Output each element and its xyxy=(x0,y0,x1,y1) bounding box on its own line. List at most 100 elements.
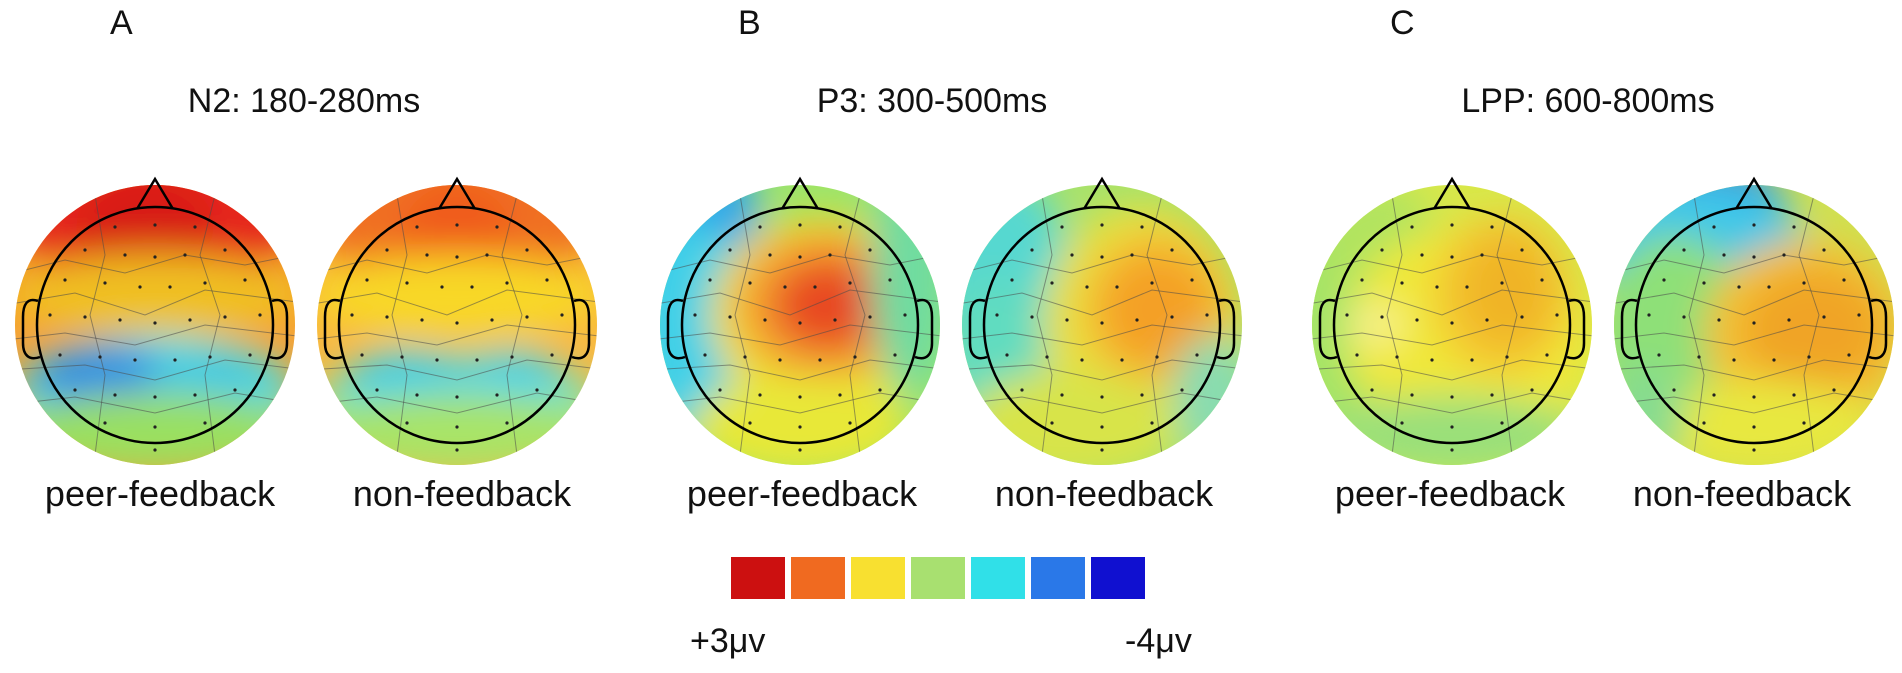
electrode-dot xyxy=(1807,355,1811,359)
electrode-dot xyxy=(1415,318,1419,322)
electrode-dot xyxy=(1060,393,1064,397)
colorbar-swatch xyxy=(851,557,905,599)
electrode-dot xyxy=(848,421,852,425)
topomap-c-non-feedback xyxy=(1614,176,1894,465)
electrode-dot xyxy=(728,315,732,319)
electrode-dot xyxy=(1752,448,1756,452)
electrode-dot xyxy=(360,353,364,357)
electrode-dot xyxy=(763,318,767,322)
electrode-dot xyxy=(1020,388,1024,392)
electrode-dot xyxy=(350,313,354,317)
electrode-dot xyxy=(83,248,87,252)
electrode-dot xyxy=(1450,448,1454,452)
electrode-dot xyxy=(758,225,762,229)
electrode-dot xyxy=(153,255,157,259)
electrode-dot xyxy=(1045,355,1049,359)
right-ear xyxy=(1868,298,1888,360)
electrode-dot xyxy=(153,395,157,399)
topomap-c-peer-feedback xyxy=(1312,176,1592,465)
contour-line xyxy=(317,359,597,381)
electrode-dot xyxy=(63,278,67,282)
electrode-dot xyxy=(103,421,107,425)
electrode-dot xyxy=(113,225,117,229)
electrode-dot xyxy=(193,225,197,229)
contour-line xyxy=(1312,324,1592,346)
colorbar-max-label: +3μv xyxy=(690,622,766,660)
left-ear xyxy=(666,298,686,360)
electrode-dot xyxy=(385,315,389,319)
nose xyxy=(1734,176,1774,210)
electrode-dot xyxy=(425,253,429,257)
field-blob xyxy=(773,260,883,350)
electrode-dot xyxy=(768,253,772,257)
electrode-dot xyxy=(73,388,77,392)
field-blob xyxy=(15,255,295,335)
contour-line xyxy=(734,194,751,456)
electrode-dot xyxy=(525,248,529,252)
contour-line xyxy=(962,324,1242,346)
electrode-dot xyxy=(1682,248,1686,252)
electrode-dot xyxy=(1847,353,1851,357)
field-blob xyxy=(1654,380,1874,465)
electrode-dot xyxy=(365,278,369,282)
electrode-dot xyxy=(1450,395,1454,399)
electrode-dot xyxy=(153,321,157,325)
electrode-dot xyxy=(1100,425,1104,429)
electrode-dot xyxy=(550,353,554,357)
electrode-dot xyxy=(138,285,142,289)
electrode-dot xyxy=(1520,315,1524,319)
electrode-dot xyxy=(1772,358,1776,362)
field-blob xyxy=(317,393,597,465)
electrode-dot xyxy=(258,313,262,317)
electrode-dot xyxy=(798,255,802,259)
electrode-dot xyxy=(475,358,479,362)
potential-field xyxy=(660,185,940,465)
electrode-dot xyxy=(1060,225,1064,229)
field-blob xyxy=(317,255,597,335)
nose xyxy=(1082,176,1122,210)
electrode-dot xyxy=(1722,253,1726,257)
label-a-non-feedback: non-feedback xyxy=(352,473,572,514)
electrode-dot xyxy=(1030,315,1034,319)
left-ear xyxy=(1318,298,1338,360)
electrode-dot xyxy=(778,358,782,362)
electrode-dot xyxy=(83,315,87,319)
panel-letter-c: C xyxy=(1390,4,1415,42)
electrode-dot xyxy=(1500,421,1504,425)
electrode-dot xyxy=(153,425,157,429)
electrode-dot xyxy=(1140,225,1144,229)
electrode-dot xyxy=(545,278,549,282)
electrode-dot xyxy=(505,421,509,425)
contour-line xyxy=(660,359,940,381)
electrode-dot xyxy=(103,281,107,285)
electrode-dot xyxy=(1150,281,1154,285)
electrode-dot xyxy=(718,388,722,392)
electrode-dot xyxy=(48,313,52,317)
electrode-dot xyxy=(798,321,802,325)
electrode-dot xyxy=(1450,223,1454,227)
contour-line xyxy=(1614,392,1894,414)
contour-line xyxy=(1614,324,1894,346)
electrode-dot xyxy=(133,358,137,362)
potential-field xyxy=(15,185,295,465)
electrode-dot xyxy=(1465,285,1469,289)
contour-line xyxy=(1146,194,1168,456)
electrode-dot xyxy=(183,253,187,257)
electrode-dot xyxy=(490,318,494,322)
electrode-dot xyxy=(233,388,237,392)
electrode-dot xyxy=(1500,281,1504,285)
electrode-dot xyxy=(1140,393,1144,397)
head-outline xyxy=(1634,205,1874,445)
contour-line xyxy=(660,289,940,316)
electrode-dot xyxy=(1170,248,1174,252)
electrode-dot xyxy=(168,285,172,289)
electrode-dot xyxy=(1662,278,1666,282)
electrode-dot xyxy=(1380,315,1384,319)
electrode-dot xyxy=(1080,358,1084,362)
electrode-dot xyxy=(1410,393,1414,397)
electrode-dot xyxy=(1130,253,1134,257)
potential-field xyxy=(317,185,597,465)
electrode-dot xyxy=(1400,421,1404,425)
electrode-dot xyxy=(1782,253,1786,257)
colorbar-min-label: -4μv xyxy=(1125,622,1192,660)
